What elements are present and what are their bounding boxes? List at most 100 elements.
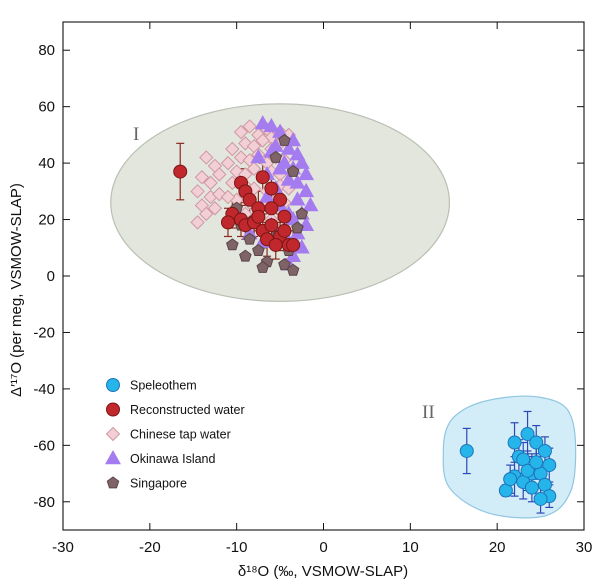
point-reconstructed-water <box>264 201 279 216</box>
legend-label-singapore: Singapore <box>130 477 187 491</box>
y-tick-label: 80 <box>38 42 55 59</box>
point-reconstructed-water <box>220 215 235 230</box>
point-speleothem <box>520 427 535 442</box>
y-tick-label: 0 <box>47 268 55 285</box>
legend-item-speleothem: Speleothem <box>106 378 197 393</box>
point-okinawa-island <box>302 196 319 212</box>
legend-item-reconstructed-water: Reconstructed water <box>106 402 245 417</box>
point-reconstructed-water <box>173 164 188 179</box>
y-tick-label: 20 <box>38 212 55 229</box>
point-singapore <box>286 164 300 177</box>
point-chinese-tap-water <box>220 155 236 171</box>
x-tick-label: 30 <box>576 539 593 556</box>
point-okinawa-island <box>289 191 306 206</box>
series-reconstructed-water <box>173 164 301 252</box>
point-okinawa-island <box>280 171 297 186</box>
point-okinawa-island <box>250 148 267 164</box>
point-okinawa-island <box>254 115 271 130</box>
axes: -30 -20 -10 0 10 20 30 -80 -60 -40 -20 0 20 40 60 80 <box>33 21 593 556</box>
x-tick-label: -10 <box>226 539 248 556</box>
point-okinawa-island <box>272 160 289 175</box>
x-tick-label: 10 <box>402 539 419 556</box>
legend-marker-singapore <box>106 476 120 489</box>
x-tick-label: -30 <box>52 539 74 556</box>
y-tick-label: -20 <box>33 324 55 341</box>
legend-marker-okinawa-island <box>105 449 121 465</box>
point-okinawa-island <box>263 117 280 133</box>
point-chinese-tap-water <box>203 175 218 191</box>
point-chinese-tap-water <box>199 150 214 165</box>
point-reconstructed-water <box>264 218 279 233</box>
point-speleothem <box>459 443 474 458</box>
point-chinese-tap-water <box>233 124 249 140</box>
x-tick-label: 0 <box>319 539 327 556</box>
point-chinese-tap-water <box>246 161 262 176</box>
legend-label-chinese-tap-water: Chinese tap water <box>130 428 231 442</box>
y-tick-label: -80 <box>33 494 55 511</box>
point-singapore <box>269 150 283 163</box>
point-speleothem <box>503 472 518 487</box>
point-speleothem <box>507 435 522 450</box>
point-reconstructed-water <box>264 181 279 196</box>
point-speleothem <box>520 463 535 478</box>
point-reconstructed-water <box>242 192 257 207</box>
point-chinese-tap-water <box>255 133 270 148</box>
point-singapore <box>291 221 304 234</box>
legend-label-reconstructed-water: Reconstructed water <box>130 403 245 417</box>
point-reconstructed-water <box>286 237 301 252</box>
legend-marker-speleothem <box>106 378 120 392</box>
legend-label-speleothem: Speleothem <box>130 379 197 393</box>
region-label-i: I <box>133 124 139 145</box>
point-chinese-tap-water <box>190 215 205 230</box>
point-speleothem <box>529 455 544 470</box>
point-chinese-tap-water <box>220 189 236 205</box>
y-tick-label: -40 <box>33 381 55 398</box>
point-chinese-tap-water <box>190 184 205 199</box>
point-reconstructed-water <box>268 237 283 252</box>
x-tick-label: -20 <box>139 539 161 556</box>
point-okinawa-island <box>280 140 297 155</box>
region-ii-blob <box>442 395 577 519</box>
point-reconstructed-water <box>277 223 292 238</box>
x-tick-label: 20 <box>489 539 506 556</box>
point-chinese-tap-water <box>225 141 240 157</box>
x-axis-title: δ¹⁸O (‰, VSMOW-SLAP) <box>238 563 408 580</box>
legend: Speleothem Reconstructed water Chinese tap… <box>105 378 245 491</box>
point-speleothem <box>533 491 548 506</box>
y-tick-label: 40 <box>38 155 55 172</box>
point-chinese-tap-water <box>242 119 257 134</box>
point-singapore <box>295 207 309 220</box>
point-speleothem <box>537 443 552 458</box>
point-singapore <box>286 263 300 276</box>
point-singapore <box>256 260 270 273</box>
point-singapore <box>278 133 291 146</box>
point-speleothem <box>542 458 557 473</box>
point-chinese-tap-water <box>212 167 227 182</box>
y-axis-title: Δ′¹⁷O (per meg, VSMOW-SLAP) <box>8 183 25 397</box>
point-chinese-tap-water <box>199 206 214 222</box>
point-reconstructed-water <box>255 170 270 185</box>
point-okinawa-island <box>259 188 276 203</box>
point-okinawa-island <box>298 182 315 198</box>
point-singapore <box>252 243 265 256</box>
point-chinese-tap-water <box>194 170 210 185</box>
legend-item-okinawa-island: Okinawa Island <box>105 449 216 466</box>
point-reconstructed-water <box>273 192 288 207</box>
legend-label-okinawa-island: Okinawa Island <box>130 452 216 466</box>
point-singapore <box>239 249 252 262</box>
legend-marker-chinese-tap-water <box>105 426 121 442</box>
point-okinawa-island <box>298 165 315 181</box>
legend-item-singapore: Singapore <box>106 476 187 491</box>
point-singapore <box>243 232 256 245</box>
point-speleothem <box>529 435 544 450</box>
point-chinese-tap-water <box>207 201 223 216</box>
legend-marker-reconstructed-water <box>106 402 120 417</box>
point-reconstructed-water <box>277 209 292 224</box>
data-points <box>173 115 557 506</box>
point-okinawa-island <box>293 154 310 169</box>
legend-item-chinese-tap-water: Chinese tap water <box>105 426 231 442</box>
point-speleothem <box>524 480 539 495</box>
series-speleothem <box>459 427 557 506</box>
point-singapore <box>278 258 291 271</box>
